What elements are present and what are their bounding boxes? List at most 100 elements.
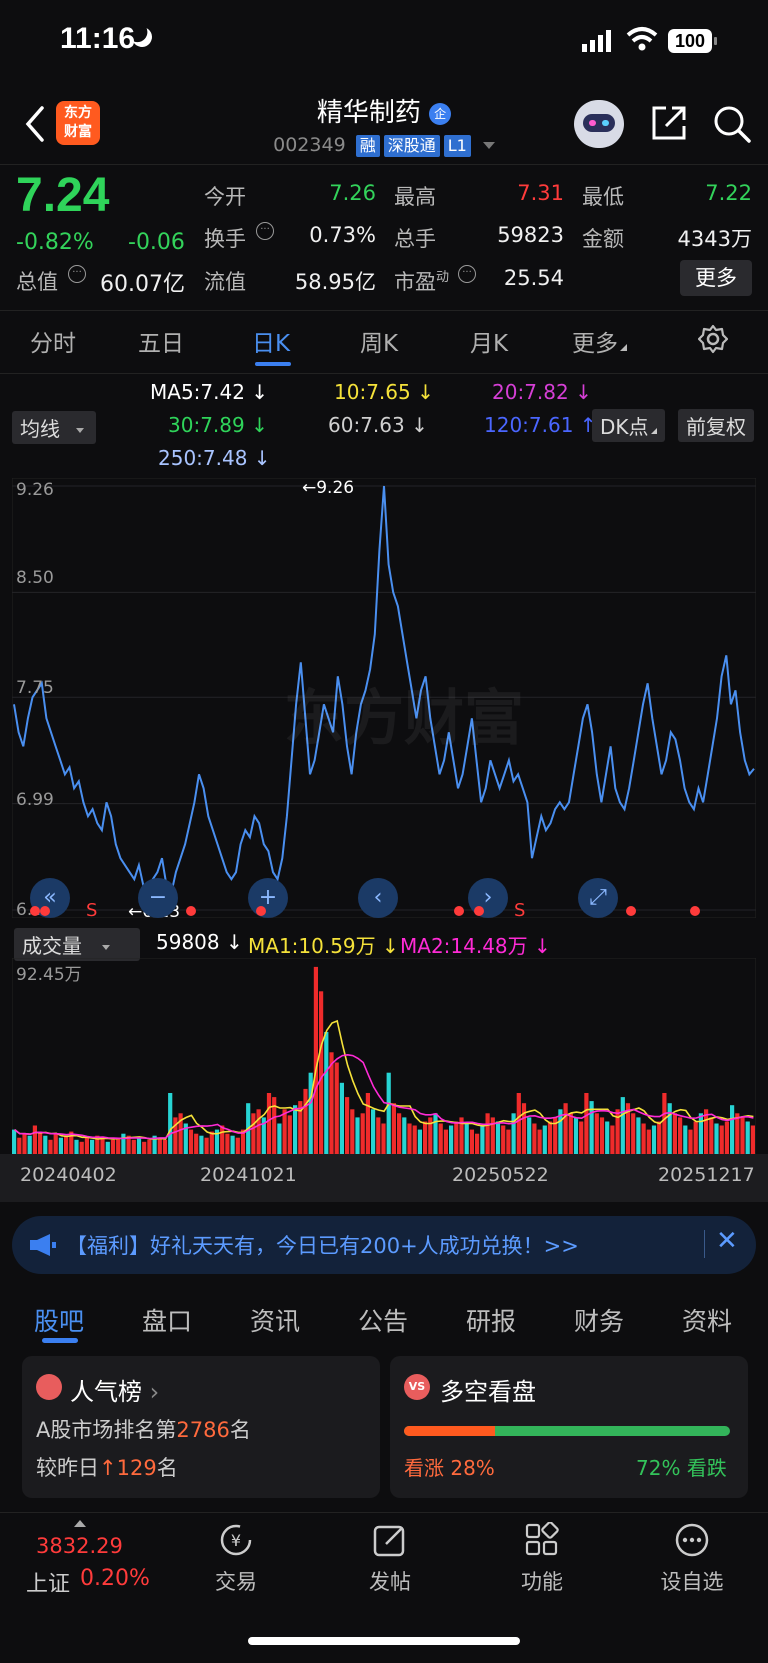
volume-bar <box>126 1135 131 1154</box>
popularity-card[interactable] <box>22 1356 380 1498</box>
volume-bar <box>298 1101 303 1154</box>
date-start: 20240402 <box>20 1164 117 1186</box>
float-label: 流值 <box>204 270 246 294</box>
pe-info-icon[interactable]: ··· <box>458 265 476 283</box>
tab-more[interactable]: 更多 <box>572 324 627 358</box>
tab-intraday[interactable]: 分时 <box>30 331 76 357</box>
volume-bar <box>719 1125 724 1154</box>
volume-bar <box>532 1123 537 1154</box>
volume-bar <box>527 1117 532 1154</box>
indicator-selector[interactable]: 成交量 <box>14 928 140 961</box>
volume-max-label: 92.45万 <box>16 965 82 985</box>
volume-bar <box>599 1117 605 1154</box>
volume-bar <box>558 1109 563 1154</box>
bear-label: 72% 看跌 <box>636 1452 727 1481</box>
zoom-out-button[interactable]: − <box>138 878 178 918</box>
date-axis <box>0 1154 768 1202</box>
megaphone-icon <box>30 1234 56 1256</box>
high-value: 7.31 <box>517 181 564 205</box>
pe-label-text: 市盈 <box>394 270 436 294</box>
ma20-text: 20:7.82 <box>492 380 569 404</box>
volume-bar <box>573 1117 579 1154</box>
high-label: 最高 <box>394 185 436 209</box>
tab-daily-k[interactable]: 日K <box>252 331 291 357</box>
nav-watchlist[interactable]: 设自选 <box>660 1570 724 1594</box>
volume-bar <box>423 1121 428 1154</box>
tab-more-caret <box>620 344 627 351</box>
amount-value: 4343万 <box>677 227 752 251</box>
more-button[interactable]: 更多 <box>680 260 752 296</box>
turnover-info-icon[interactable]: ··· <box>256 222 274 240</box>
volume-bar <box>173 1117 178 1154</box>
tab-finance[interactable]: 财务 <box>574 1307 625 1336</box>
nav-function[interactable]: 功能 <box>521 1570 563 1594</box>
volume-bar <box>620 1097 625 1154</box>
active-tab-indicator <box>255 362 291 366</box>
back-icon[interactable] <box>22 104 46 144</box>
trade-icon: ¥ <box>220 1524 252 1556</box>
home-indicator <box>248 1637 520 1645</box>
robot-assistant-icon[interactable] <box>574 100 624 148</box>
tab-pankou[interactable]: 盘口 <box>142 1307 193 1336</box>
y-tick-3: 7.75 <box>16 678 54 698</box>
vs-icon: VS <box>404 1374 430 1400</box>
volume-bar <box>131 1139 136 1154</box>
volume-bar <box>678 1117 683 1154</box>
zoom-in-button[interactable]: + <box>248 878 288 918</box>
tab-guba[interactable]: 股吧 <box>34 1307 85 1336</box>
volume-bar <box>121 1133 126 1154</box>
nav-post[interactable]: 发帖 <box>369 1570 411 1594</box>
scroll-right-button[interactable]: › <box>468 878 508 918</box>
volume-bar <box>324 1032 329 1154</box>
volume-bar <box>183 1123 188 1154</box>
open-value: 7.26 <box>329 181 376 205</box>
dk-point-button[interactable]: DK点 <box>592 409 665 442</box>
tab-profile[interactable]: 资料 <box>682 1307 733 1336</box>
share-icon[interactable] <box>650 104 688 142</box>
turnover-label: 换手 <box>204 227 246 251</box>
tab-five-day[interactable]: 五日 <box>138 331 184 357</box>
price-line <box>13 485 755 896</box>
date-2: 20241021 <box>200 1164 297 1186</box>
svg-text:¥: ¥ <box>231 1531 241 1550</box>
tab-announcement[interactable]: 公告 <box>358 1307 409 1336</box>
volume-bar <box>740 1117 745 1154</box>
stock-name: 精华制药 <box>316 98 421 128</box>
volume-bar <box>194 1133 199 1154</box>
volume-bar <box>69 1131 74 1154</box>
app-logo[interactable]: 东方 财富 <box>56 101 100 145</box>
volume-bar <box>157 1137 162 1154</box>
tab-news[interactable]: 资讯 <box>250 1307 301 1336</box>
popularity-title-text: 人气榜 <box>70 1378 142 1406</box>
tab-weekly-k[interactable]: 周K <box>360 331 399 357</box>
volume-bar <box>303 1088 308 1154</box>
sentiment-bar <box>404 1426 730 1436</box>
volume-bar <box>272 1097 277 1154</box>
stock-subtitle[interactable]: 002349 融深股通 L1 <box>0 134 768 157</box>
index-value[interactable]: 3832.29 <box>36 1534 123 1558</box>
banner-divider <box>704 1230 705 1258</box>
ma-selector[interactable]: 均线 <box>12 411 96 444</box>
volume-ma1: MA1:10.59万 ↓ <box>248 934 399 958</box>
adjust-button[interactable]: 前复权 <box>678 409 754 442</box>
settings-icon[interactable] <box>698 324 728 354</box>
fullscreen-button[interactable]: ⤢ <box>578 878 618 918</box>
nav-trade[interactable]: 交易 <box>215 1570 257 1594</box>
pe-value: 25.54 <box>503 266 564 290</box>
header-divider <box>0 164 768 165</box>
watermark: 东方财富 <box>284 684 524 754</box>
pe-label: 市盈动 <box>394 266 449 296</box>
tab-research[interactable]: 研报 <box>466 1307 517 1336</box>
scroll-left-button[interactable]: ‹ <box>358 878 398 918</box>
volume-bar <box>568 1113 573 1154</box>
volume-bar <box>53 1133 58 1154</box>
volume-bar <box>162 1139 168 1154</box>
search-icon[interactable] <box>712 104 752 144</box>
volume-chart[interactable] <box>12 958 756 1154</box>
info-icon[interactable]: ··· <box>68 265 86 283</box>
tab-monthly-k[interactable]: 月K <box>470 331 509 357</box>
promo-banner[interactable] <box>12 1216 756 1274</box>
close-icon[interactable]: ✕ <box>716 1226 738 1256</box>
volume-bar <box>657 1121 662 1154</box>
volume-bar <box>407 1123 412 1154</box>
